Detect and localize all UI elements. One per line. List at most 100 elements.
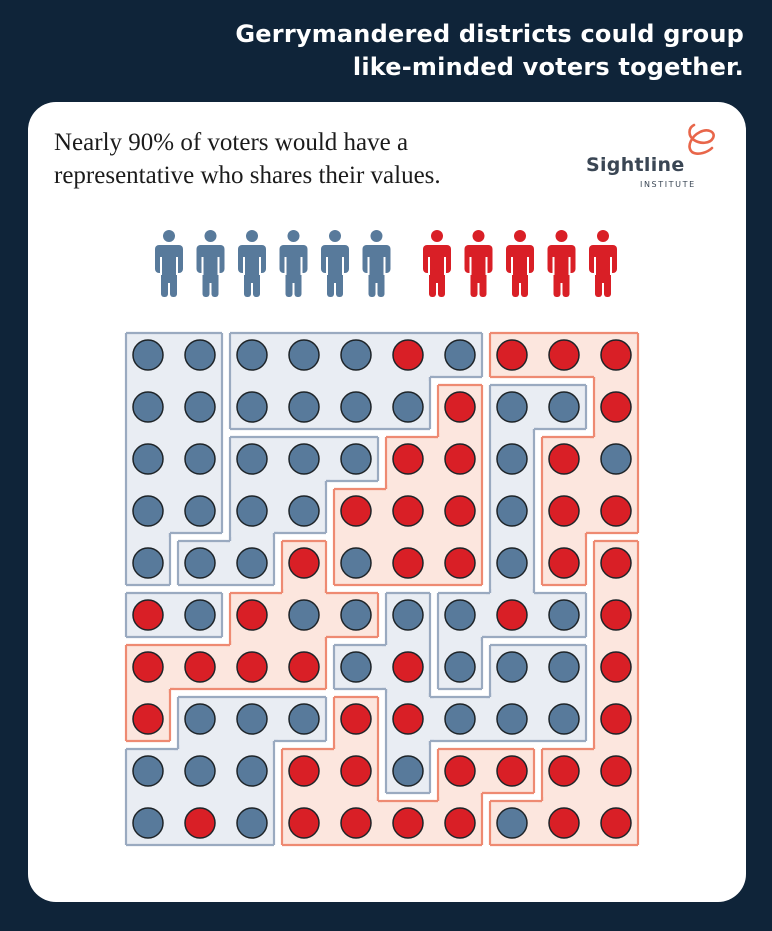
voter-dot-red — [548, 339, 580, 371]
voter-dot-blue — [184, 339, 216, 371]
voter-dot-red — [288, 547, 320, 579]
voter-dot-blue — [132, 443, 164, 475]
voter-dot-red — [340, 755, 372, 787]
voter-dot-blue — [548, 599, 580, 631]
voter-dot-blue — [392, 755, 424, 787]
voter-dot-blue — [184, 755, 216, 787]
voter-dot-blue — [288, 443, 320, 475]
voter-dot-red — [444, 495, 476, 527]
voter-dot-red — [600, 391, 632, 423]
voter-dot-blue — [236, 755, 268, 787]
voter-dot-blue — [288, 339, 320, 371]
voter-dot-red — [132, 703, 164, 735]
person-icon-blue — [362, 230, 391, 297]
voter-dot-red — [600, 495, 632, 527]
voter-dot-blue — [184, 391, 216, 423]
voter-dot-red — [600, 547, 632, 579]
voter-dot-blue — [340, 391, 372, 423]
voter-dot-red — [132, 651, 164, 683]
person-icon-red — [464, 230, 493, 297]
subtitle: Nearly 90% of voters would have a repres… — [54, 126, 474, 192]
voter-dot-red — [392, 547, 424, 579]
voter-dot-blue — [236, 703, 268, 735]
logo-subline: INSTITUTE — [640, 180, 696, 189]
voter-dot-red — [600, 599, 632, 631]
voter-dot-red — [496, 599, 528, 631]
voter-dot-red — [548, 443, 580, 475]
voter-dot-red — [600, 755, 632, 787]
voter-dot-blue — [496, 651, 528, 683]
voter-dot-red — [444, 443, 476, 475]
voter-dot-red — [548, 807, 580, 839]
voter-dot-blue — [132, 391, 164, 423]
voter-dot-red — [236, 599, 268, 631]
people-row — [155, 230, 617, 297]
voter-dot-red — [548, 495, 580, 527]
voter-dot-blue — [496, 443, 528, 475]
voter-dot-blue — [548, 703, 580, 735]
voter-dot-blue — [496, 547, 528, 579]
voter-dot-blue — [600, 443, 632, 475]
voter-dot-red — [444, 755, 476, 787]
voter-dot-red — [444, 547, 476, 579]
voter-dot-blue — [236, 547, 268, 579]
voter-dot-blue — [444, 599, 476, 631]
headline-line-1: Gerrymandered districts could group — [235, 20, 744, 48]
voter-dot-blue — [548, 651, 580, 683]
voter-dot-blue — [496, 495, 528, 527]
logo-wordmark: Sightline — [586, 154, 685, 176]
voter-dot-red — [340, 807, 372, 839]
subtitle-line-2: representative who shares their values. — [54, 162, 441, 189]
voter-dot-red — [496, 339, 528, 371]
sightline-logo: Sightline INSTITUTE — [584, 122, 734, 192]
person-icon-blue — [155, 230, 183, 297]
voter-dot-red — [288, 755, 320, 787]
voter-dot-red — [392, 443, 424, 475]
person-icon-red — [423, 230, 451, 297]
voter-dot-blue — [236, 807, 268, 839]
voter-dot-blue — [236, 339, 268, 371]
district-grid — [124, 331, 640, 847]
person-icon-blue — [279, 230, 308, 297]
voter-dot-red — [600, 807, 632, 839]
voter-dot-blue — [184, 547, 216, 579]
voter-dot-red — [444, 807, 476, 839]
voter-dot-blue — [548, 391, 580, 423]
voter-dot-blue — [236, 443, 268, 475]
infographic-card: Nearly 90% of voters would have a repres… — [28, 102, 746, 902]
voter-dot-blue — [444, 703, 476, 735]
voter-dot-blue — [392, 391, 424, 423]
voter-dot-red — [184, 807, 216, 839]
voter-dot-red — [288, 651, 320, 683]
person-icon-red — [506, 230, 534, 297]
voter-dot-red — [340, 703, 372, 735]
voter-dot-red — [392, 495, 424, 527]
voter-dot-blue — [340, 651, 372, 683]
voter-dot-red — [548, 547, 580, 579]
person-icon-red — [589, 230, 617, 297]
person-icon-blue — [196, 230, 225, 297]
voter-dot-blue — [288, 703, 320, 735]
voter-dot-blue — [288, 391, 320, 423]
voter-dot-red — [184, 651, 216, 683]
voter-dot-blue — [184, 703, 216, 735]
voter-dot-blue — [236, 495, 268, 527]
voter-dot-blue — [444, 339, 476, 371]
voter-dot-red — [392, 807, 424, 839]
voter-dot-blue — [496, 391, 528, 423]
voter-dot-red — [340, 495, 372, 527]
voter-dot-red — [496, 755, 528, 787]
voter-dot-blue — [132, 339, 164, 371]
voter-dot-red — [392, 651, 424, 683]
voter-dot-red — [548, 755, 580, 787]
voter-dot-blue — [392, 599, 424, 631]
voter-dot-blue — [340, 599, 372, 631]
person-icon-red — [547, 230, 576, 297]
voter-dot-red — [600, 339, 632, 371]
voter-dot-red — [600, 703, 632, 735]
headline-line-2: like-minded voters together. — [352, 53, 744, 81]
voter-dot-blue — [288, 599, 320, 631]
person-icon-blue — [321, 230, 349, 297]
voter-dot-red — [132, 599, 164, 631]
voter-dot-blue — [340, 443, 372, 475]
